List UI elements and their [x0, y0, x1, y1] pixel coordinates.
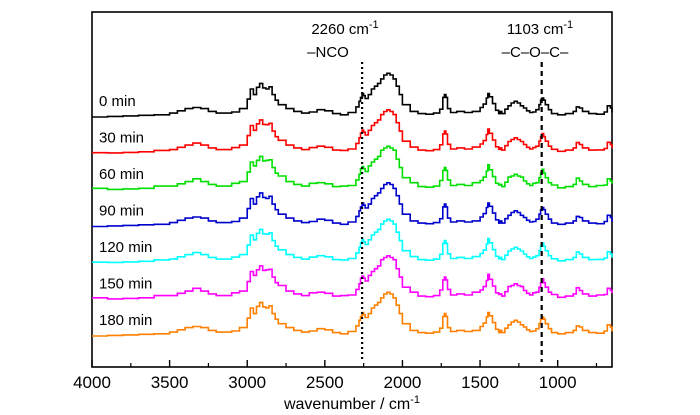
series-line-150-min: [92, 255, 613, 300]
series-line-120-min: [92, 218, 613, 264]
annotation-nco-wavenumber: 2260 cm-1: [311, 19, 378, 38]
series-line-60-min: [92, 145, 613, 191]
series-label-60-min: 60 min: [99, 166, 144, 183]
x-axis-title-sup: -1: [410, 394, 420, 406]
annotation-coc-sup: -1: [563, 19, 573, 31]
annotation-coc-group: –C–O–C–: [502, 44, 569, 61]
series-label-180-min: 180 min: [99, 312, 152, 329]
x-axis: 4000 3500 3000 2500 2000 1500 1000: [73, 360, 598, 392]
series-line-0-min: [92, 72, 613, 118]
series-label-120-min: 120 min: [99, 239, 152, 256]
x-tick-label-3000: 3000: [228, 373, 266, 392]
series-group: [92, 72, 613, 337]
series-label-0-min: 0 min: [99, 93, 136, 110]
x-tick-label-1000: 1000: [539, 373, 577, 392]
series-line-180-min: [92, 291, 613, 337]
annotation-nco-sup: -1: [369, 19, 379, 31]
series-line-30-min: [92, 109, 613, 154]
x-tick-label-3500: 3500: [151, 373, 189, 392]
series-label-150-min: 150 min: [99, 276, 152, 293]
series-line-90-min: [92, 182, 613, 228]
x-tick-label-1500: 1500: [461, 373, 499, 392]
annotation-nco-group: –NCO: [307, 44, 349, 61]
series-label-90-min: 90 min: [99, 203, 144, 220]
series-labels: 0 min 30 min 60 min 90 min 120 min 150 min 180…: [99, 93, 152, 329]
series-label-30-min: 30 min: [99, 130, 144, 147]
annotation-coc-wavenumber: 1103 cm-1: [507, 19, 573, 38]
plot-frame: [91, 11, 613, 368]
x-tick-label-4000: 4000: [73, 373, 111, 392]
plot-area: 0 min 30 min 60 min 90 min 120 min 150 min 180…: [91, 11, 613, 368]
x-axis-title: wavenumber / cm-1: [283, 394, 420, 413]
annotation-lines: [360, 62, 543, 362]
x-tick-label-2000: 2000: [384, 373, 422, 392]
x-tick-label-2500: 2500: [306, 373, 344, 392]
